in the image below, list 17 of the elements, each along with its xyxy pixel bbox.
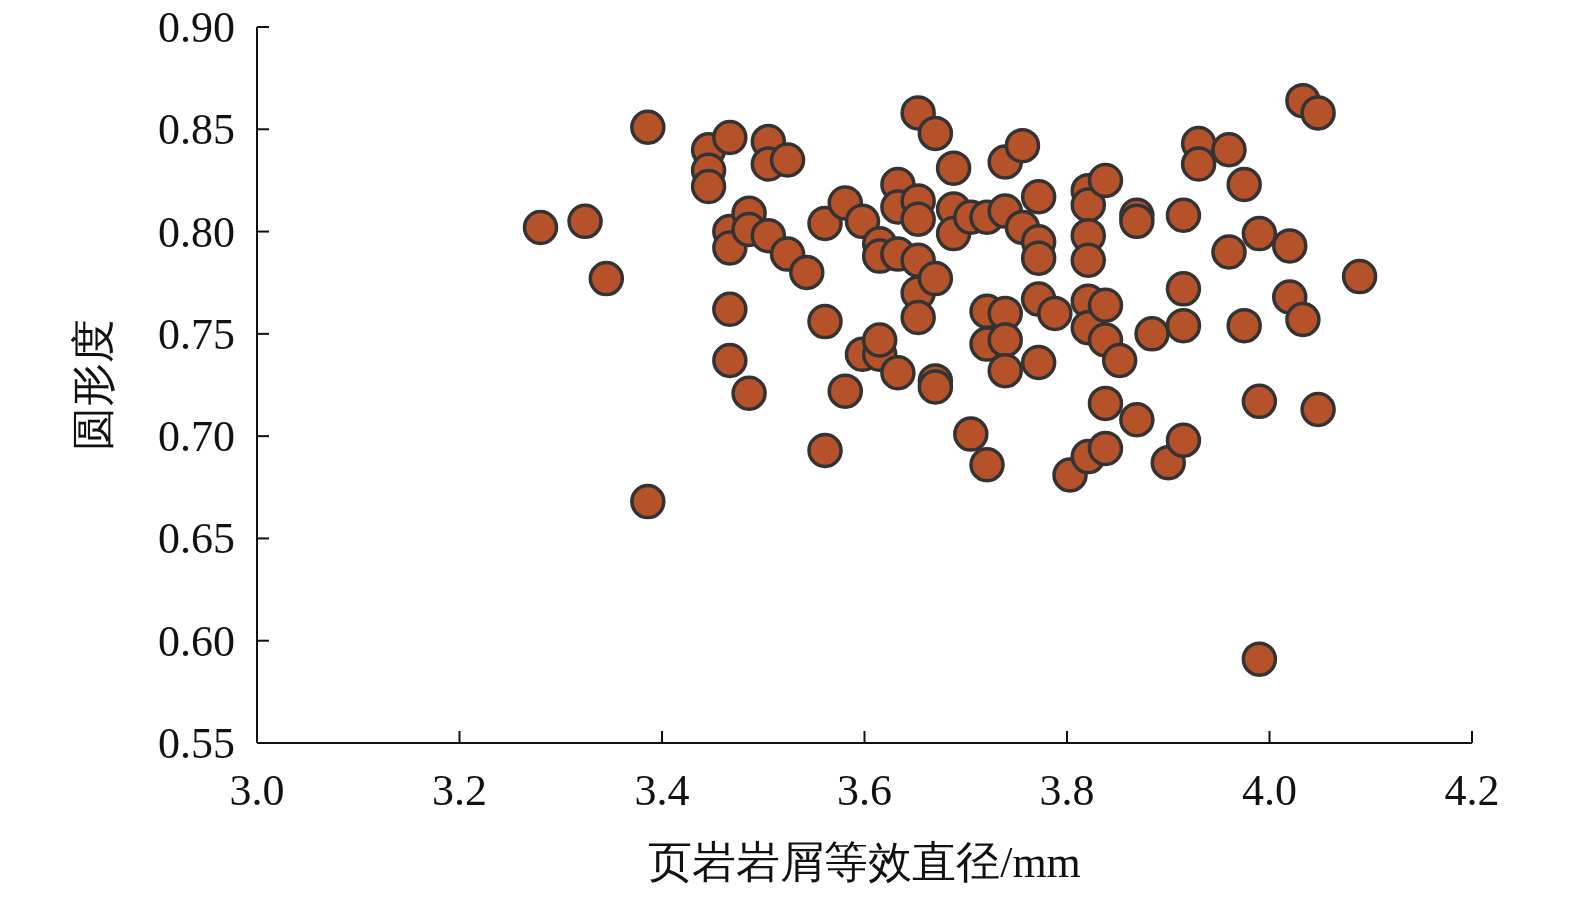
y-tick-label: 0.60 [158,616,235,666]
x-tick-label: 3.0 [229,766,285,815]
x-tick-label: 4.2 [1444,766,1500,815]
y-tick-label: 0.80 [158,207,235,257]
y-tick-label: 0.90 [158,3,235,52]
y-tick-label: 0.75 [158,309,235,359]
y-tick-label: 0.70 [158,412,235,462]
x-tick-label: 3.8 [1039,766,1095,815]
x-axis-title: 页岩岩屑等效直径/mm [648,838,1081,887]
y-tick-label: 0.55 [158,719,235,768]
x-tick-label: 3.2 [432,766,487,815]
y-tick-label: 0.65 [158,514,235,564]
y-tick-label: 0.85 [158,105,235,155]
y-axis-title: 圆形度 [69,319,118,451]
x-tick-label: 3.6 [837,766,892,815]
x-tick-label: 3.4 [634,766,690,815]
x-tick-label: 4.0 [1242,766,1297,815]
